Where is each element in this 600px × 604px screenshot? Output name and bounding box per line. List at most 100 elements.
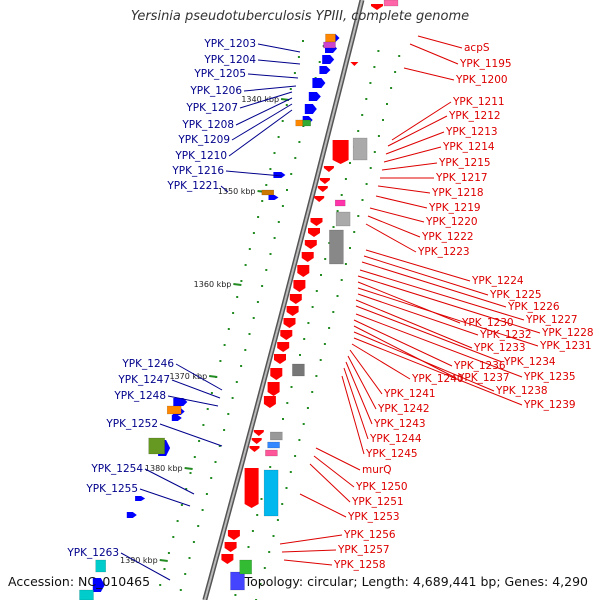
- gene-arrow-reverse: [277, 342, 290, 352]
- track-dot: [336, 295, 339, 297]
- track-dot: [273, 152, 276, 154]
- forward-label-leader: [225, 170, 283, 177]
- gene-arrow-reverse: [371, 4, 383, 10]
- reverse-gene-label: YPK_1225: [489, 289, 542, 301]
- reverse-gene-label: YPK_1257: [337, 544, 390, 556]
- reverse-label-leader: [385, 131, 445, 155]
- gene-arrow-reverse: [308, 228, 320, 237]
- track-dot: [223, 344, 226, 346]
- track-dot: [276, 519, 279, 521]
- reverse-gene-label: YPK_1224: [471, 275, 524, 287]
- gene-arrow-forward: [92, 578, 105, 592]
- track-dot: [210, 392, 213, 394]
- track-dot: [197, 525, 200, 527]
- track-dot: [328, 327, 331, 329]
- forward-label-leader: [120, 552, 171, 581]
- gene-block: [302, 119, 311, 127]
- track-dot: [319, 359, 322, 361]
- reverse-gene-label: YPK_1211: [452, 96, 505, 108]
- reverse-gene-label: YPK_1213: [445, 126, 498, 138]
- reverse-gene-label: YPK_1227: [525, 314, 578, 326]
- reverse-label-leader: [417, 35, 463, 49]
- track-dot: [269, 466, 272, 468]
- track-dot: [227, 413, 230, 415]
- track-dot: [318, 61, 321, 63]
- track-dot: [234, 594, 237, 596]
- track-dot: [179, 589, 182, 591]
- track-dot: [373, 66, 376, 68]
- gene-arrow-reverse: [350, 62, 359, 66]
- reverse-label-leader: [355, 313, 523, 378]
- reverse-gene-label: YPK_1219: [428, 202, 481, 214]
- gene-block: [270, 431, 283, 441]
- reverse-gene-label: YPK_1250: [355, 481, 408, 493]
- reverse-label-leader: [353, 337, 523, 406]
- reverse-label-leader: [355, 299, 473, 349]
- reverse-gene-label: YPK_1218: [431, 187, 484, 199]
- reverse-gene-label: YPK_1233: [473, 342, 526, 354]
- track-dot: [269, 253, 272, 255]
- forward-gene-label: YPK_1207: [185, 102, 238, 114]
- reverse-label-leader: [353, 319, 453, 367]
- track-dot: [394, 71, 397, 73]
- gene-arrow-forward: [268, 195, 279, 200]
- reverse-label-leader: [315, 447, 361, 471]
- track-dot: [281, 120, 284, 122]
- track-dot: [323, 343, 326, 345]
- track-dot: [269, 168, 272, 170]
- track-dot: [218, 445, 221, 447]
- reverse-gene-label: YPK_1231: [539, 340, 592, 352]
- reverse-gene-label: murQ: [362, 464, 391, 476]
- reverse-gene-label: YPK_1232: [479, 329, 532, 341]
- gene-arrow-reverse: [286, 306, 299, 316]
- forward-gene-label: YPK_1246: [121, 358, 174, 370]
- forward-gene-label: YPK_1263: [66, 547, 119, 559]
- forward-label-leader: [159, 423, 223, 447]
- track-dot: [180, 504, 183, 506]
- gene-block: [95, 559, 106, 573]
- track-dot: [289, 88, 292, 90]
- gene-arrow-reverse: [283, 318, 296, 328]
- gene-arrow-reverse: [227, 530, 240, 540]
- track-dot: [306, 407, 309, 409]
- gene-block: [267, 441, 280, 449]
- gene-block: [325, 33, 336, 43]
- track-dot: [294, 455, 297, 457]
- track-dot: [297, 56, 300, 58]
- gene-block: [263, 469, 279, 517]
- gene-block: [334, 199, 346, 207]
- track-dot: [340, 194, 343, 196]
- forward-gene-label: YPK_1255: [85, 483, 138, 495]
- track-dot: [214, 461, 217, 463]
- track-dot: [369, 167, 372, 169]
- gene-block: [383, 0, 399, 7]
- track-dot: [303, 338, 306, 340]
- gene-block: [239, 559, 252, 575]
- forward-gene-label: YPK_1208: [181, 119, 234, 131]
- track-dot: [192, 541, 195, 543]
- reverse-label-leader: [357, 287, 539, 347]
- scale-label: 1380 kbp: [145, 464, 183, 473]
- major-tick: [209, 375, 218, 378]
- track-dot: [159, 584, 162, 586]
- gene-block: [261, 189, 275, 196]
- reverse-gene-label: YPK_1200: [455, 74, 508, 86]
- reverse-gene-label: YPK_1222: [421, 231, 474, 243]
- forward-label-leader: [257, 59, 301, 65]
- forward-label-leader: [247, 73, 299, 79]
- reverse-label-leader: [361, 261, 507, 308]
- reverse-label-leader: [279, 534, 343, 545]
- track-dot: [277, 136, 280, 138]
- gene-arrow-reverse: [221, 554, 234, 564]
- track-dot: [290, 173, 293, 175]
- scale-label: 1360 kbp: [194, 280, 232, 289]
- reverse-label-leader: [347, 355, 377, 410]
- track-dot: [386, 103, 388, 105]
- track-dot: [206, 408, 209, 410]
- reverse-label-leader: [341, 375, 365, 455]
- track-dot: [361, 114, 364, 116]
- reverse-label-leader: [381, 162, 438, 171]
- gene-arrow-reverse: [270, 368, 283, 380]
- track-dot: [244, 264, 247, 266]
- reverse-label-leader: [313, 455, 355, 488]
